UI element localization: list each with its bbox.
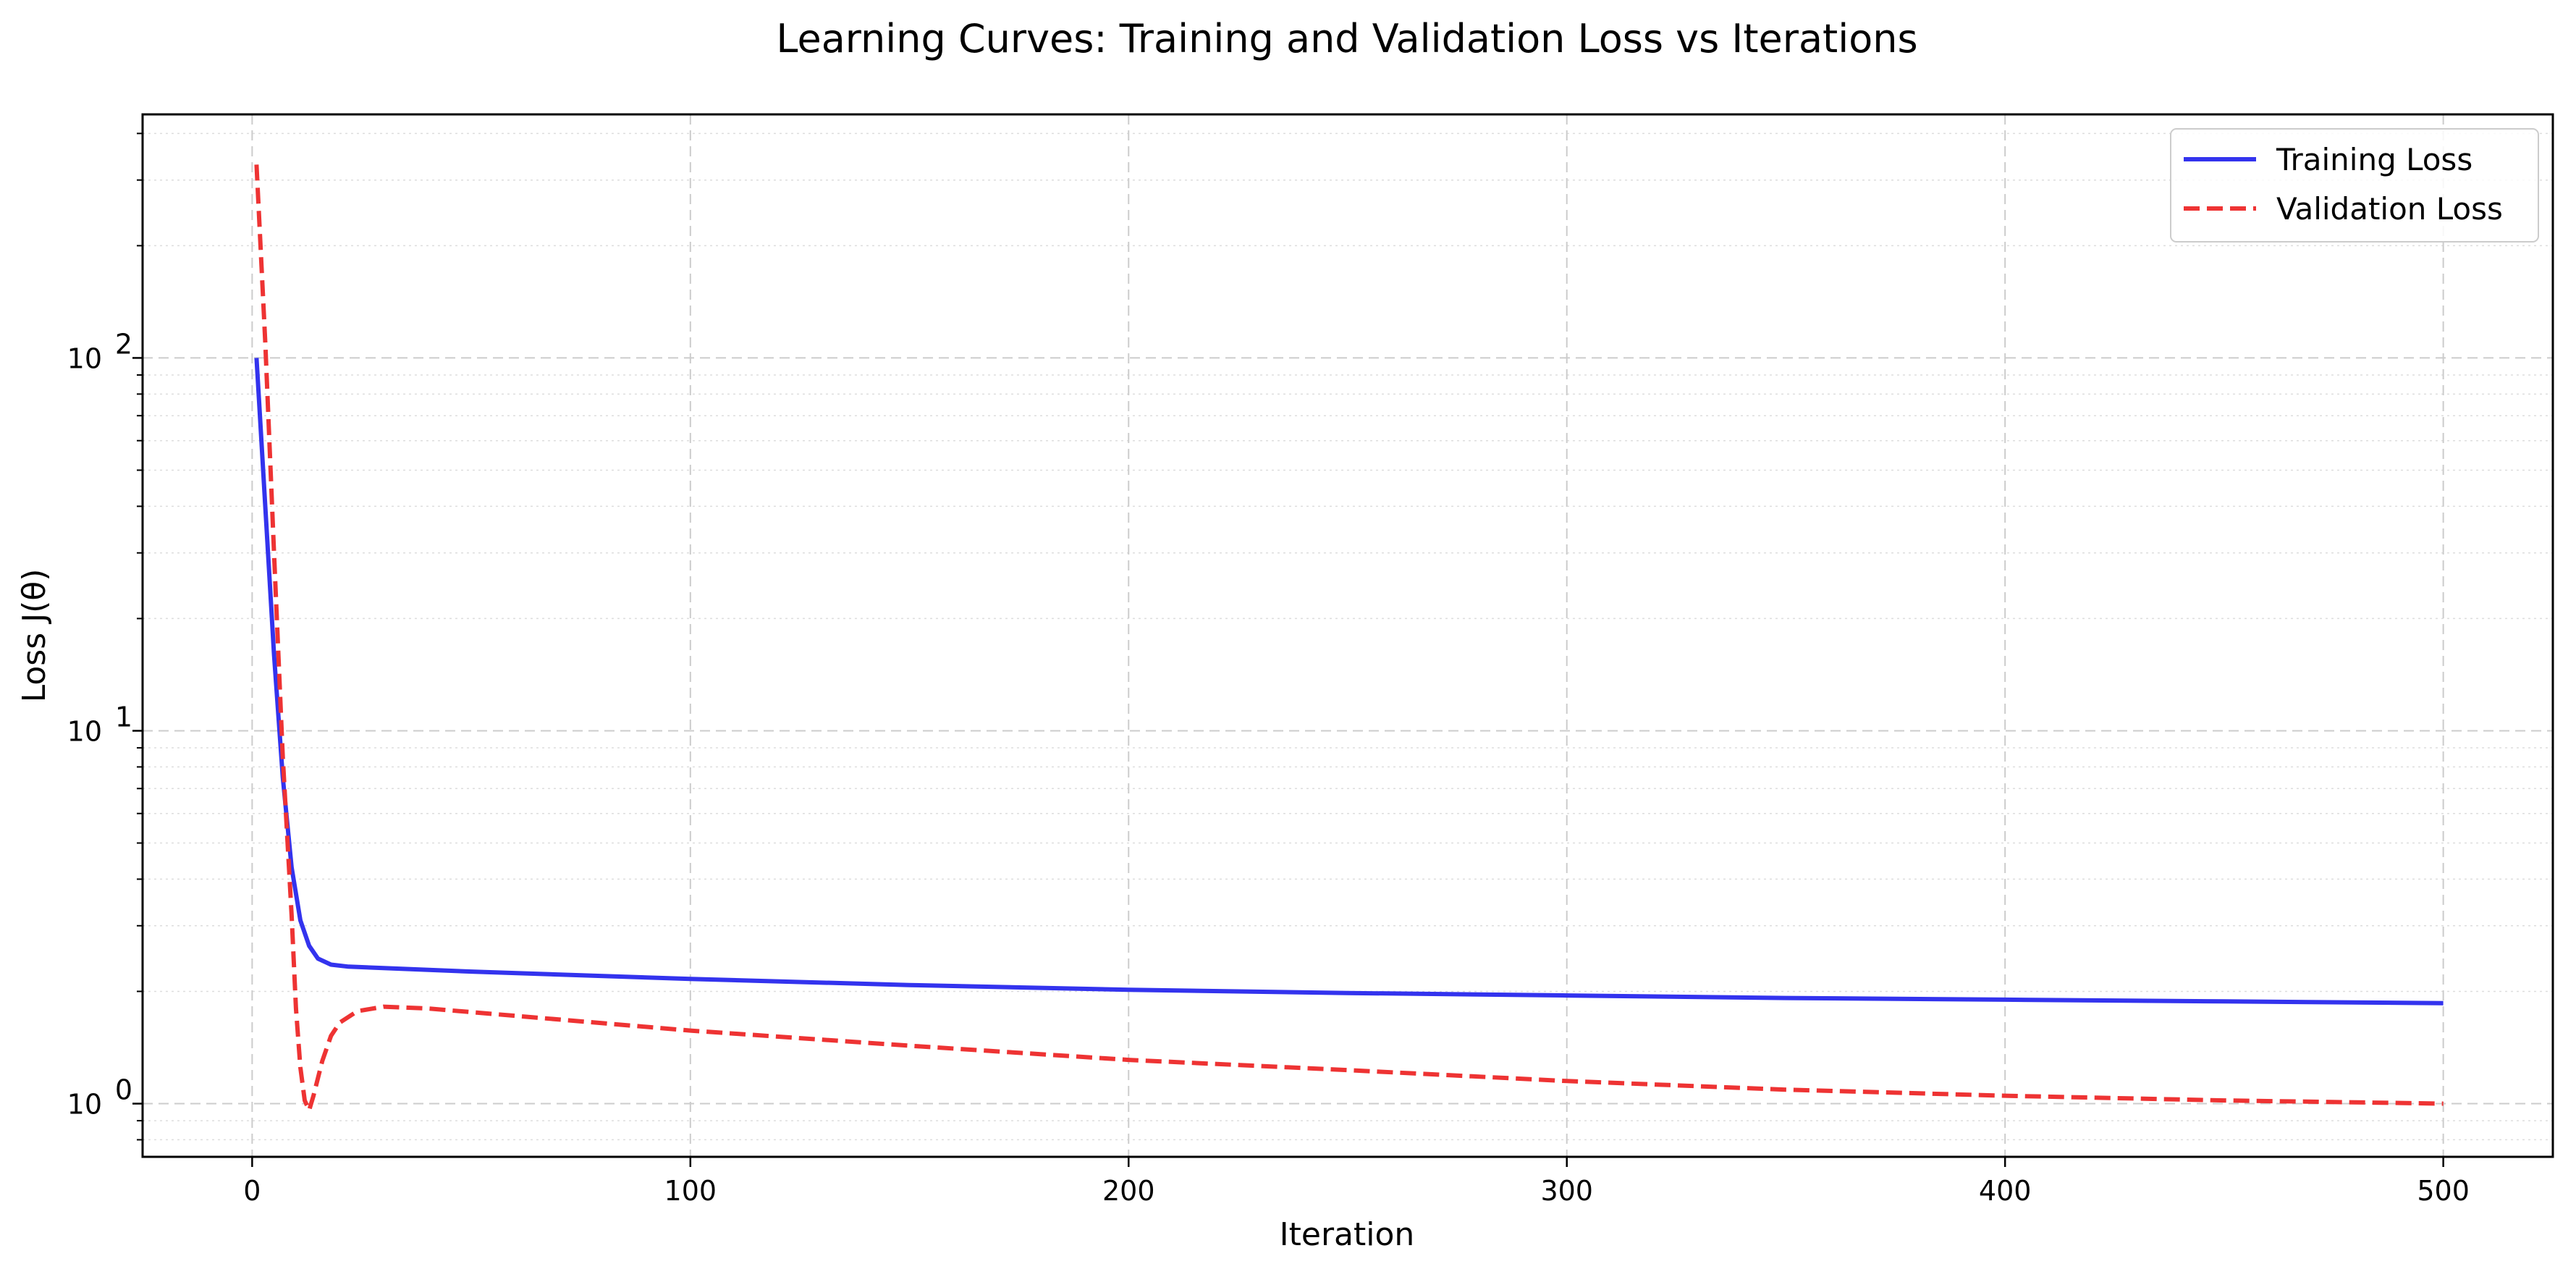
grid (143, 114, 2553, 1157)
legend-label: Training Loss (2276, 142, 2472, 177)
series-line-training-loss (254, 358, 2444, 1006)
x-tick-label: 0 (243, 1175, 261, 1207)
x-tick-label: 100 (664, 1175, 717, 1207)
y-tick-label: 10 (67, 715, 102, 747)
y-tick-exponent: 1 (115, 701, 132, 733)
y-tick-exponent: 2 (115, 328, 132, 360)
chart-title: Learning Curves: Training and Validation… (776, 16, 1917, 62)
y-tick-base: 10 (67, 342, 102, 374)
x-tick-label: 500 (2417, 1175, 2470, 1207)
plot-area (254, 164, 2444, 1113)
x-axis-label: Iteration (1280, 1216, 1415, 1253)
legend: Training Loss Validation Loss (2170, 128, 2539, 243)
legend-label: Validation Loss (2276, 191, 2503, 227)
y-tick-label: 10 (67, 342, 102, 374)
legend-box (2170, 128, 2539, 243)
y-tick-base: 10 (67, 1089, 102, 1121)
y-axis-label: Loss J(θ) (16, 569, 53, 703)
x-tick-label: 400 (1979, 1175, 2032, 1207)
y-tick-label: 10 (67, 1089, 102, 1121)
y-tick-base: 10 (67, 715, 102, 747)
series-line-validation-loss (254, 164, 2444, 1113)
x-tick-label: 200 (1102, 1175, 1155, 1207)
plot-frame (141, 113, 2554, 1158)
x-tick-label: 300 (1540, 1175, 1593, 1207)
y-tick-exponent: 0 (115, 1074, 132, 1106)
